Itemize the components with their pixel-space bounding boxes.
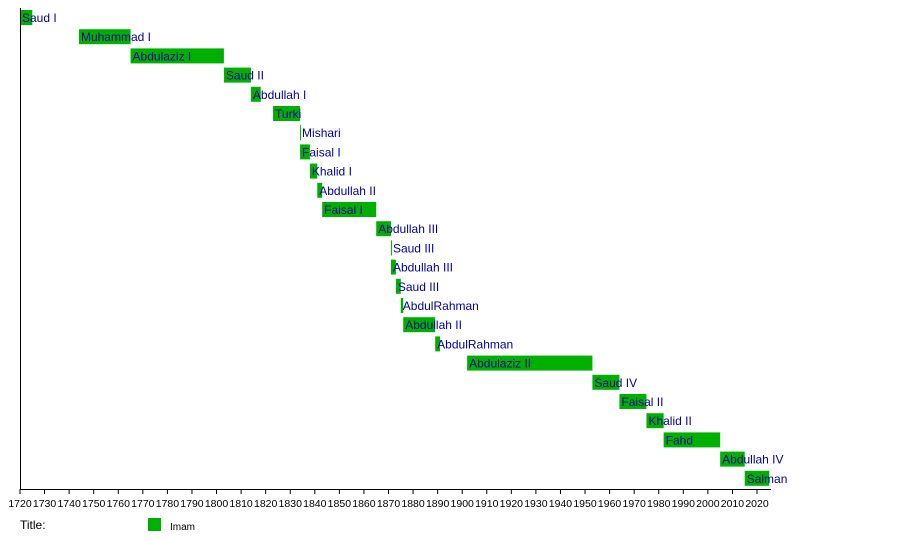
bar-label-1: Muhammad I	[81, 30, 151, 44]
tick-label-1740: 1740	[57, 498, 81, 510]
bar-label-3: Saud II	[226, 69, 264, 83]
bar-13	[390, 259, 396, 275]
bar-label-16: Abdullah II	[405, 318, 462, 332]
tick-label-1780: 1780	[156, 498, 180, 510]
tick-label-1930: 1930	[524, 498, 548, 510]
bar-17	[435, 336, 441, 352]
bar-4	[250, 86, 261, 102]
bar-label-10: Faisal I	[324, 203, 363, 217]
bar-5	[273, 106, 301, 121]
bar-label-5: Turki	[275, 107, 301, 121]
bar-15	[400, 298, 404, 313]
bar-23	[720, 451, 745, 467]
tick-label-1870: 1870	[377, 498, 401, 510]
tick-label-1850: 1850	[328, 498, 352, 510]
bar-12	[390, 240, 392, 256]
tick-label-2020: 2020	[745, 498, 769, 510]
bar-label-14: Saud III	[398, 280, 439, 294]
tick-label-1990: 1990	[672, 498, 696, 510]
bar-label-20: Faisal II	[621, 395, 663, 409]
bar-22	[663, 432, 721, 448]
bar-24	[744, 470, 770, 486]
tick-label-1760: 1760	[107, 498, 131, 510]
tick-label-1750: 1750	[82, 498, 106, 510]
tick-label-1900: 1900	[451, 498, 475, 510]
tick-label-1950: 1950	[573, 498, 597, 510]
tick-label-1720: 1720	[8, 498, 32, 510]
bar-0	[20, 10, 33, 25]
bar-label-12: Saud III	[393, 241, 434, 255]
bar-10	[322, 202, 377, 217]
tick-label-2000: 2000	[696, 498, 720, 510]
legend-label-imam: Imam	[170, 522, 195, 533]
tick-label-1770: 1770	[131, 498, 155, 510]
bar-label-23: Abdullah IV	[722, 453, 783, 467]
tick-label-1810: 1810	[229, 498, 253, 510]
tick-label-1730: 1730	[33, 498, 57, 510]
bar-2	[130, 48, 224, 64]
bar-label-18: Abdulaziz II	[469, 357, 531, 371]
tick-label-1890: 1890	[426, 498, 450, 510]
tick-label-1880: 1880	[401, 498, 425, 510]
bar-label-19: Saud IV	[594, 376, 637, 390]
tick-label-1830: 1830	[279, 498, 303, 510]
bar-14	[395, 278, 401, 294]
bar-8	[309, 163, 318, 179]
legend-title: Title:	[20, 518, 46, 532]
bar-label-4: Abdullah I	[253, 88, 306, 102]
tick-label-1940: 1940	[549, 498, 573, 510]
bar-18	[467, 355, 593, 371]
bar-9	[317, 182, 323, 198]
bar-label-0: Saud I	[22, 11, 57, 25]
bar-label-7: Faisal I	[302, 145, 341, 159]
bar-21	[646, 413, 664, 429]
bar-3	[223, 67, 251, 83]
bar-label-22: Fahd	[666, 433, 693, 447]
tick-label-1840: 1840	[303, 498, 327, 510]
bar-label-2: Abdulaziz I	[133, 49, 192, 63]
tick-label-2010: 2010	[721, 498, 745, 510]
tick-label-1960: 1960	[598, 498, 622, 510]
bar-16	[403, 317, 436, 333]
bar-label-24: Salman	[747, 472, 788, 486]
bar-label-9: Abdullah II	[319, 184, 376, 198]
bar-label-11: Abdullah III	[378, 222, 438, 236]
bar-20	[619, 394, 647, 409]
bar-label-6: Mishari	[302, 126, 341, 140]
tick-label-1820: 1820	[254, 498, 278, 510]
bar-6	[300, 125, 302, 141]
legend-swatch-imam	[148, 518, 161, 531]
bar-label-17: AbdulRahman	[437, 337, 513, 351]
bar-label-8: Khalid I	[312, 165, 352, 179]
tick-label-1790: 1790	[180, 498, 204, 510]
tick-label-1920: 1920	[500, 498, 524, 510]
tick-label-1970: 1970	[622, 498, 646, 510]
bar-7	[300, 144, 310, 160]
bar-1	[78, 29, 131, 45]
tick-label-1860: 1860	[352, 498, 376, 510]
tick-label-1800: 1800	[205, 498, 229, 510]
bar-label-21: Khalid II	[648, 414, 691, 428]
bar-label-13: Abdullah III	[393, 261, 453, 275]
tick-label-1910: 1910	[475, 498, 499, 510]
bar-11	[376, 221, 391, 237]
bar-label-15: AbdulRahman	[403, 299, 479, 313]
bar-19	[592, 374, 620, 390]
tick-label-1980: 1980	[647, 498, 671, 510]
